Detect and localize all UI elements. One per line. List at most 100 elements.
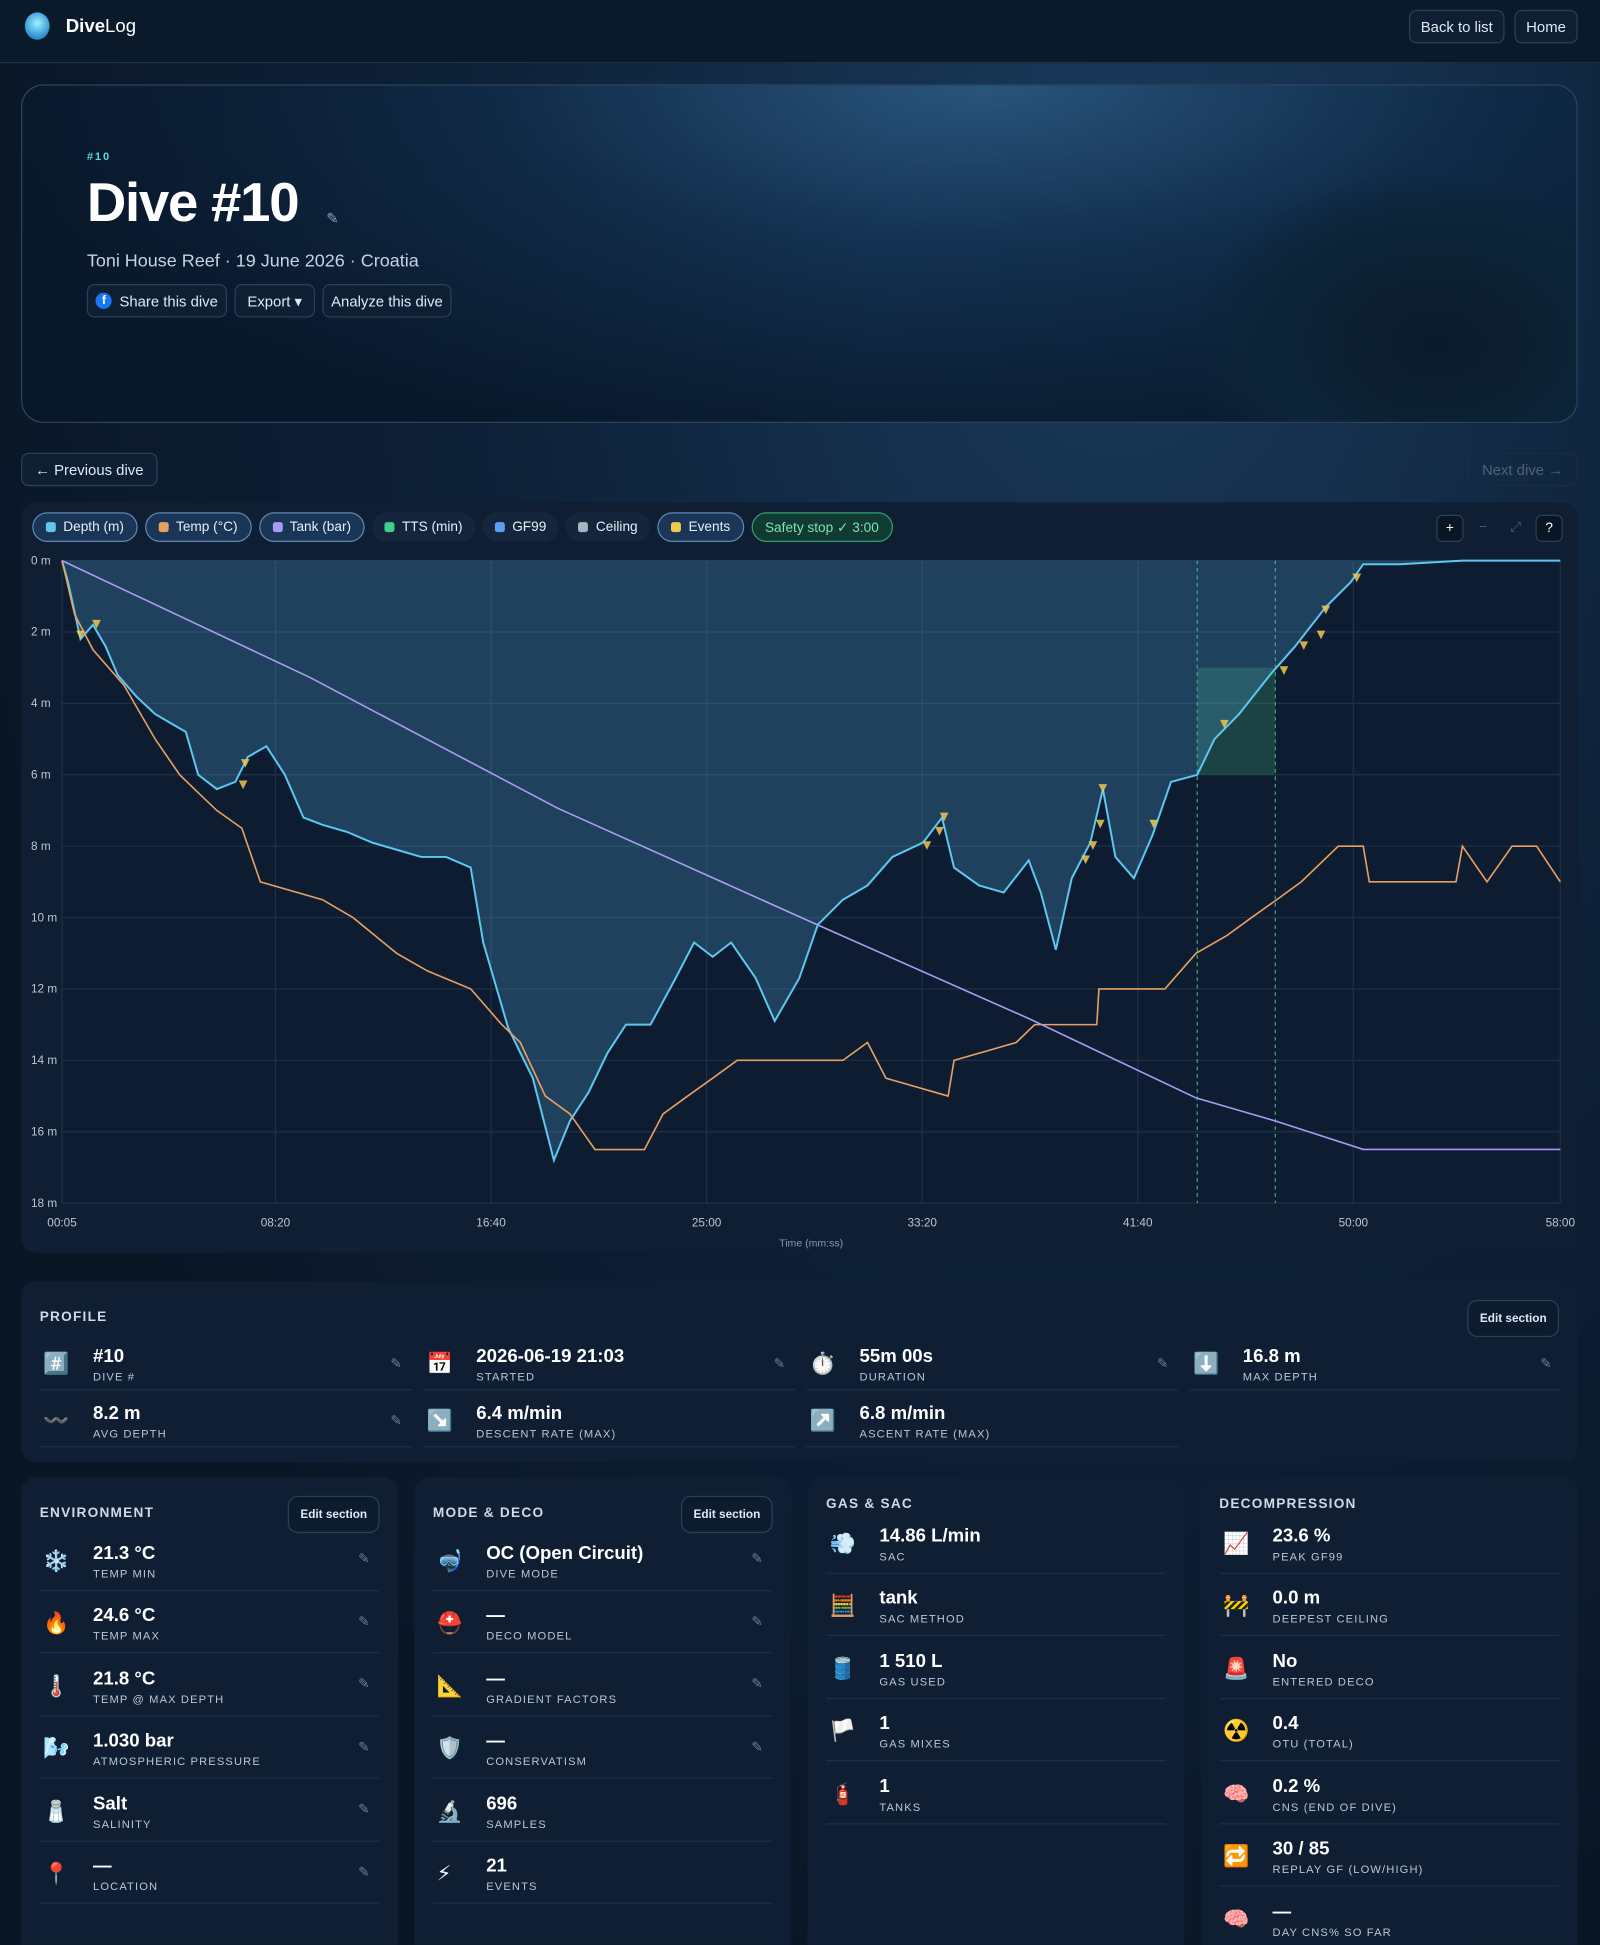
item-icon: 🏳️ (829, 1719, 857, 1743)
analyze-button[interactable]: Analyze this dive (322, 284, 452, 318)
legend-chip[interactable]: Depth (m) (32, 512, 138, 543)
home-button[interactable]: Home (1514, 9, 1578, 44)
edit-icon[interactable]: ✎ (1156, 1356, 1169, 1372)
chart-control[interactable]: ? (1535, 514, 1563, 543)
edit-icon[interactable]: ✎ (358, 1676, 370, 1692)
legend-chip[interactable]: GF99 (482, 512, 559, 543)
edit-icon[interactable]: ✎ (751, 1739, 763, 1755)
edit-icon[interactable]: ✎ (390, 1356, 402, 1372)
item-label: DURATION (859, 1369, 926, 1383)
item-icon: ⚡ (436, 1862, 452, 1886)
previous-dive-button[interactable]: ← Previous dive (21, 452, 158, 487)
chart-control[interactable]: + (1436, 514, 1464, 543)
item-text: — GRADIENT FACTORS (486, 1668, 617, 1705)
edit-section-button[interactable]: Edit section (1467, 1299, 1560, 1338)
edit-icon[interactable]: ✎ (773, 1356, 786, 1372)
brand[interactable]: DiveLog (66, 16, 136, 37)
item-text: 21.3 °C TEMP MIN (93, 1543, 156, 1580)
item-text: 2026-06-19 21:03 STARTED (476, 1345, 624, 1382)
item-icon: 🧮 (829, 1594, 857, 1618)
item-label: MAX DEPTH (1242, 1369, 1318, 1383)
item-text: 0.0 m DEEPEST CEILING (1273, 1588, 1389, 1625)
item-label: SAC (879, 1550, 906, 1563)
chart-control[interactable]: ⤢ (1510, 519, 1522, 534)
info-card: DECOMPRESSION 📈 23.6 % PEAK GF99 🚧 0.0 m DEEPE… (1200, 1477, 1578, 1945)
item-text: 8.2 m AVG DEPTH (93, 1402, 167, 1439)
edit-icon[interactable]: ✎ (751, 1614, 763, 1630)
edit-icon[interactable]: ✎ (326, 209, 339, 227)
edit-icon[interactable]: ✎ (358, 1864, 370, 1880)
legend-label: Ceiling (595, 519, 638, 535)
item-icon: 📅 (426, 1351, 453, 1375)
item-text: 696 SAMPLES (486, 1793, 547, 1830)
item-value: 1 (879, 1775, 890, 1797)
x-tick-label: 08:20 (261, 1217, 291, 1230)
legend-chip[interactable]: Temp (°C) (144, 512, 252, 543)
legend-chip[interactable]: Tank (bar) (258, 512, 365, 543)
back-button[interactable]: Back to list (1408, 9, 1505, 44)
share-button[interactable]: f Share this dive (86, 284, 227, 318)
item-text: 6.4 m/min DESCENT RATE (MAX) (476, 1402, 616, 1439)
legend-swatch (158, 522, 169, 533)
item-label: DESCENT RATE (MAX) (476, 1426, 617, 1440)
item-text: 1 GAS MIXES (879, 1713, 950, 1750)
edit-section-button[interactable]: Edit section (287, 1495, 380, 1534)
y-tick-label: 8 m (31, 840, 51, 853)
card-title: GAS & SAC (826, 1497, 914, 1512)
item-icon: 🔬 (436, 1799, 463, 1823)
item-label: GRADIENT FACTORS (486, 1692, 618, 1706)
item-text: tank SAC METHOD (879, 1588, 965, 1625)
chart-control[interactable]: − (1479, 519, 1488, 535)
edit-icon[interactable]: ✎ (1540, 1356, 1552, 1372)
item-text: Salt SALINITY (93, 1793, 152, 1830)
legend-chip[interactable]: Ceiling (566, 512, 651, 543)
item-value: 16.8 m (1242, 1345, 1301, 1367)
chart-controls: + − ⤢? (1436, 514, 1563, 543)
item-label: DAY CNS% SO FAR (1272, 1925, 1392, 1939)
item-label: TEMP @ MAX DEPTH (93, 1692, 225, 1706)
hero-subtitle: Toni House Reef · 19 June 2026 · Croatia (86, 251, 419, 272)
event-marker (1095, 819, 1105, 829)
legend-chip[interactable]: Events (657, 512, 744, 543)
event-marker (240, 759, 250, 768)
edit-icon[interactable]: ✎ (390, 1413, 402, 1429)
info-item: ⏱️ 55m 00s DURATION ✎ (806, 1338, 1179, 1391)
edit-icon[interactable]: ✎ (358, 1614, 370, 1630)
edit-section-button[interactable]: Edit section (681, 1495, 773, 1534)
info-item: ❄️ 21.3 °C TEMP MIN ✎ (39, 1533, 380, 1591)
event-marker (935, 826, 944, 836)
edit-icon[interactable]: ✎ (751, 1551, 763, 1567)
item-label: PEAK GF99 (1272, 1550, 1344, 1563)
edit-icon[interactable]: ✎ (358, 1802, 370, 1818)
safety-stop-chip[interactable]: Safety stop ✓ 3:00 (751, 512, 893, 543)
export-button[interactable]: Export ▾ (234, 284, 316, 318)
edit-icon[interactable]: ✎ (358, 1739, 370, 1755)
item-label: ASCENT RATE (MAX) (859, 1426, 991, 1440)
item-icon: 🛡️ (436, 1736, 463, 1761)
item-icon: ⬇️ (1193, 1351, 1220, 1375)
next-dive-button[interactable]: Next dive → (1467, 452, 1578, 487)
section-title: PROFILE (39, 1309, 108, 1325)
item-value: — (486, 1605, 505, 1627)
item-value: — (93, 1855, 112, 1877)
edit-icon[interactable]: ✎ (358, 1551, 370, 1567)
series-line (61, 559, 1561, 1151)
item-value: #10 (93, 1345, 125, 1367)
info-item: 💨 14.86 L/min SAC (826, 1516, 1166, 1574)
edit-icon[interactable]: ✎ (751, 1676, 763, 1692)
item-icon: 🧠 (1222, 1782, 1250, 1806)
item-icon: 📈 (1222, 1531, 1250, 1556)
item-icon: 🚧 (1222, 1594, 1250, 1618)
item-label: GAS USED (879, 1675, 947, 1688)
legend-chip[interactable]: TTS (min) (372, 512, 475, 543)
item-value: 0.4 (1272, 1713, 1299, 1735)
y-tick-label: 0 m (31, 554, 51, 567)
item-text: 55m 00s DURATION (860, 1345, 933, 1382)
item-label: LOCATION (93, 1880, 159, 1894)
item-label: GAS MIXES (879, 1737, 951, 1751)
info-item: ⚡ 21 EVENTS (432, 1846, 773, 1904)
event-marker (922, 841, 932, 850)
item-label: TANKS (879, 1800, 922, 1814)
